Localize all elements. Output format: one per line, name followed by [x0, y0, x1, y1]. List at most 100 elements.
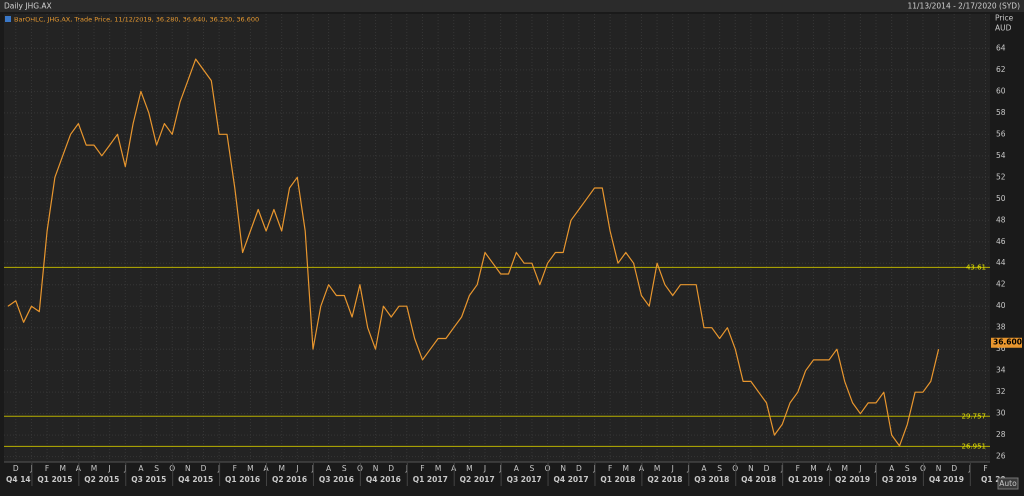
x-tick-label: J	[968, 464, 971, 473]
x-tick-label: N	[185, 464, 191, 473]
quarter-label: Q4 2019	[929, 475, 964, 484]
x-tick-label: J	[483, 464, 486, 473]
y-tick-label: 54	[996, 151, 1006, 160]
x-tick-label: J	[123, 464, 126, 473]
date-range: 11/13/2014 - 2/17/2020 (SYD)	[907, 2, 1020, 11]
x-tick-label: J	[405, 464, 408, 473]
x-tick-label: J	[780, 464, 783, 473]
x-tick-label: J	[671, 464, 674, 473]
y-tick-label: 42	[996, 280, 1006, 289]
quarter-label: Q2 2018	[647, 475, 682, 484]
auto-button-label[interactable]: Auto	[999, 479, 1017, 488]
x-tick-label: A	[701, 464, 707, 473]
legend: BarOHLC, JHG.AX, Trade Price, 11/12/2019…	[14, 16, 259, 24]
x-tick-label: J	[858, 464, 861, 473]
quarter-label: Q4 2015	[178, 475, 213, 484]
y-tick-label: 28	[996, 430, 1006, 439]
chart-title: Daily JHG.AX	[4, 2, 52, 11]
x-tick-label: J	[295, 464, 298, 473]
quarter-label: Q1 2017	[413, 475, 448, 484]
reference-label: 29.757	[962, 412, 987, 420]
x-tick-label: F	[233, 464, 237, 473]
quarter-label: Q3 2019	[882, 475, 917, 484]
x-tick-label: M	[810, 464, 816, 473]
x-tick-label: M	[841, 464, 847, 473]
y-tick-label: 52	[996, 172, 1006, 181]
x-tick-label: J	[108, 464, 111, 473]
quarter-label: Q2 2017	[460, 475, 495, 484]
reference-label: 43.61	[966, 263, 986, 271]
reference-label: 26.951	[962, 442, 987, 450]
x-tick-label: J	[686, 464, 689, 473]
quarter-label: Q1 20	[981, 475, 1006, 484]
quarter-label: Q3 2015	[131, 475, 166, 484]
x-tick-label: F	[420, 464, 424, 473]
header-bar	[0, 0, 1024, 12]
last-price-badge	[991, 337, 1022, 348]
y-axis-label: Price	[995, 14, 1014, 23]
x-tick-label: M	[654, 464, 660, 473]
x-tick-label: S	[717, 464, 722, 473]
x-tick-label: M	[466, 464, 472, 473]
price-line	[7, 58, 940, 447]
y-tick-label: 34	[996, 366, 1006, 375]
x-tick-label: D	[764, 464, 770, 473]
last-price-label: 36.600	[993, 338, 1022, 347]
quarter-label: Q1 2016	[225, 475, 260, 484]
x-tick-label: J	[311, 464, 314, 473]
plot-area	[4, 14, 990, 462]
quarter-label: Q2 2019	[835, 475, 870, 484]
quarter-label: Q4 2017	[553, 475, 588, 484]
y-tick-label: 64	[996, 43, 1006, 52]
x-tick-label: J	[499, 464, 502, 473]
y-tick-label: 50	[996, 194, 1006, 203]
y-tick-label: 38	[996, 323, 1006, 332]
x-tick-label: F	[983, 464, 987, 473]
y-tick-label: 32	[996, 387, 1006, 396]
y-tick-label: 36	[996, 344, 1006, 353]
y-axis-label: AUD	[995, 24, 1012, 33]
quarter-label: Q4 14	[6, 475, 31, 484]
quarter-label: Q1 2019	[788, 475, 823, 484]
quarter-label: Q2 2016	[272, 475, 307, 484]
x-tick-label: A	[326, 464, 332, 473]
x-tick-label: M	[91, 464, 97, 473]
x-tick-label: M	[278, 464, 284, 473]
x-tick-label: S	[905, 464, 910, 473]
x-tick-label: N	[936, 464, 942, 473]
y-tick-label: 60	[996, 86, 1006, 95]
x-tick-label: N	[373, 464, 379, 473]
quarter-label: Q3 2017	[507, 475, 542, 484]
x-tick-label: N	[560, 464, 566, 473]
x-tick-label: N	[748, 464, 754, 473]
x-tick-label: M	[247, 464, 253, 473]
quarter-label: Q3 2016	[319, 475, 354, 484]
auto-button[interactable]	[997, 477, 1019, 490]
x-tick-label: A	[514, 464, 520, 473]
quarter-label: Q4 2018	[741, 475, 776, 484]
y-tick-label: 44	[996, 258, 1006, 267]
x-tick-label: D	[13, 464, 19, 473]
x-tick-label: A	[889, 464, 895, 473]
y-tick-label: 40	[996, 301, 1006, 310]
quarter-label: Q1 2018	[600, 475, 635, 484]
y-tick-label: 30	[996, 409, 1006, 418]
x-tick-label: M	[59, 464, 65, 473]
y-tick-label: 46	[996, 237, 1006, 246]
y-tick-label: 26	[996, 452, 1006, 461]
x-tick-label: J	[29, 464, 32, 473]
x-tick-label: S	[342, 464, 347, 473]
x-tick-label: D	[201, 464, 207, 473]
y-tick-label: 56	[996, 129, 1006, 138]
quarter-label: Q4 2016	[366, 475, 401, 484]
x-tick-label: M	[623, 464, 629, 473]
x-tick-label: D	[388, 464, 394, 473]
y-tick-label: 58	[996, 108, 1006, 117]
x-tick-label: S	[530, 464, 535, 473]
y-tick-label: 62	[996, 65, 1006, 74]
x-tick-label: J	[217, 464, 220, 473]
x-tick-label: S	[154, 464, 159, 473]
x-tick-label: A	[138, 464, 144, 473]
x-tick-label: D	[951, 464, 957, 473]
